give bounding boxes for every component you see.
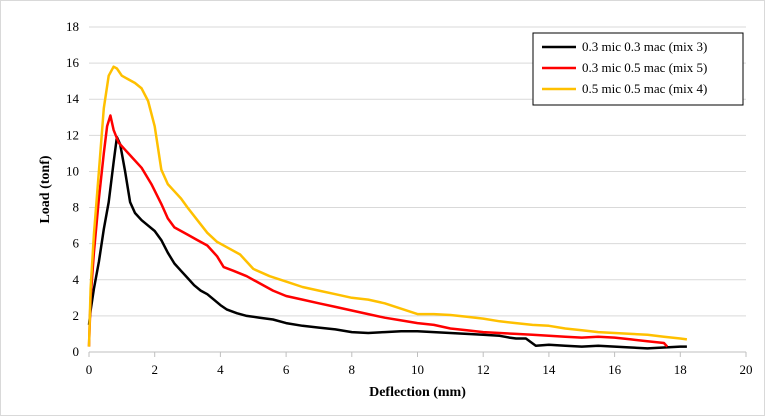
x-tick-label: 18 — [674, 362, 687, 377]
y-axis-title: Load (tonf) — [38, 155, 53, 223]
y-tick-labels: 0 2 4 6 8 10 12 14 16 18 — [66, 19, 80, 359]
x-tick-label: 20 — [740, 362, 753, 377]
series-line-3 — [87, 65, 688, 347]
x-tick-label: 0 — [86, 362, 93, 377]
gridlines — [89, 26, 746, 317]
legend: 0.3 mic 0.3 mac (mix 3) 0.3 mic 0.5 mac (… — [532, 32, 744, 106]
x-tick-label: 2 — [151, 362, 158, 377]
y-tick-label: 6 — [73, 236, 80, 251]
x-tick-label: 4 — [217, 362, 224, 377]
series-line-2 — [87, 114, 669, 348]
legend-label-1: 0.3 mic 0.3 mac (mix 3) — [582, 39, 707, 54]
y-tick-label: 8 — [73, 200, 80, 215]
x-tick-label: 10 — [411, 362, 424, 377]
x-tick-label: 6 — [283, 362, 290, 377]
legend-label-2: 0.3 mic 0.5 mac (mix 5) — [582, 60, 707, 75]
x-tick-label: 14 — [542, 362, 556, 377]
series-lines — [87, 65, 688, 350]
x-tick-label: 16 — [608, 362, 622, 377]
y-tick-label: 4 — [73, 272, 80, 287]
y-tick-label: 18 — [66, 19, 79, 34]
y-tick-label: 2 — [73, 308, 80, 323]
x-tick-label: 8 — [349, 362, 356, 377]
y-tick-label: 12 — [66, 127, 79, 142]
y-tick-label: 14 — [66, 91, 80, 106]
y-tick-label: 16 — [66, 55, 80, 70]
x-tick-labels: 0 2 4 6 8 10 12 14 16 18 20 — [86, 362, 753, 377]
y-tick-label: 10 — [66, 163, 79, 178]
legend-label-3: 0.5 mic 0.5 mac (mix 4) — [582, 81, 707, 96]
x-axis-title: Deflection (mm) — [369, 385, 466, 400]
axes — [88, 351, 747, 357]
y-tick-label: 0 — [73, 344, 80, 359]
x-tick-label: 12 — [477, 362, 490, 377]
series-line-1 — [87, 135, 687, 350]
